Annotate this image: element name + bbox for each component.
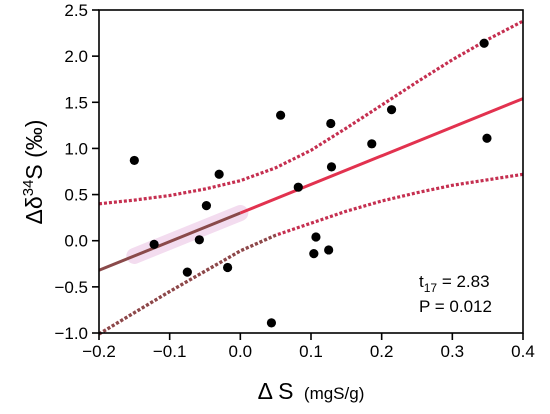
data-point	[326, 162, 337, 172]
data-points-layer	[129, 38, 492, 328]
x-tick-label: 0.0	[229, 342, 253, 361]
y-axis-title-superscript: 34	[20, 180, 37, 197]
data-point	[311, 232, 321, 242]
data-point	[223, 262, 233, 273]
data-point	[326, 118, 336, 129]
y-tick-label: 0.5	[64, 186, 88, 205]
y-axis-ticks: −1.0 −0.5 0.0 0.5 1.0 1.5 2.0 2.5	[54, 1, 99, 343]
y-axis-title-delta: Δδ	[21, 196, 47, 224]
x-tick-label: 0.2	[370, 342, 394, 361]
y-axis-title: Δδ34S (‰)	[20, 120, 47, 225]
regression-line	[239, 97, 524, 215]
regression-line-lower-segment	[98, 211, 241, 272]
x-axis-title-unit: (mgS/g)	[304, 384, 364, 403]
data-point	[129, 155, 139, 166]
t-statistic-value: = 2.83	[437, 272, 489, 291]
data-point	[293, 182, 303, 192]
x-tick-label: 0.4	[511, 342, 535, 361]
t-statistic-prefix: t	[419, 272, 424, 291]
data-point	[182, 267, 192, 277]
y-tick-label: 2.5	[64, 1, 88, 20]
y-tick-label: −0.5	[54, 278, 88, 297]
data-point	[201, 201, 212, 211]
data-point	[194, 235, 204, 245]
data-point	[479, 38, 489, 48]
data-point	[482, 133, 492, 143]
data-point	[386, 105, 397, 115]
t-statistic-subscript: 17	[424, 281, 438, 295]
x-axis-ticks: −0.2 −0.1 0.0 0.1 0.2 0.3 0.4	[82, 333, 535, 361]
t-statistic: t17 = 2.83	[419, 272, 490, 295]
data-point	[266, 318, 277, 328]
y-tick-label: 1.0	[64, 139, 88, 158]
regression-line-layer	[98, 97, 524, 272]
x-axis-title-main: Δ S	[258, 378, 294, 404]
y-tick-label: 0.0	[64, 232, 88, 251]
x-tick-label: −0.2	[82, 342, 116, 361]
data-point	[324, 245, 334, 255]
confidence-band-upper	[98, 19, 524, 206]
y-tick-label: −1.0	[54, 324, 88, 343]
x-tick-label: 0.1	[299, 342, 323, 361]
x-axis-title: Δ S (mgS/g)	[258, 378, 365, 404]
data-point	[276, 110, 286, 120]
data-point	[309, 249, 319, 259]
y-tick-label: 2.0	[64, 47, 88, 66]
y-tick-label: 1.5	[64, 93, 88, 112]
data-point	[214, 169, 224, 179]
p-value: P = 0.012	[419, 297, 492, 316]
confidence-band-lower-overlap	[98, 233, 277, 336]
x-tick-label: 0.3	[441, 342, 465, 361]
x-tick-label: −0.1	[153, 342, 187, 361]
data-point	[367, 139, 377, 149]
y-axis-title-rest: S (‰)	[21, 120, 47, 180]
confidence-band-layer	[98, 19, 524, 336]
data-point	[149, 239, 159, 250]
